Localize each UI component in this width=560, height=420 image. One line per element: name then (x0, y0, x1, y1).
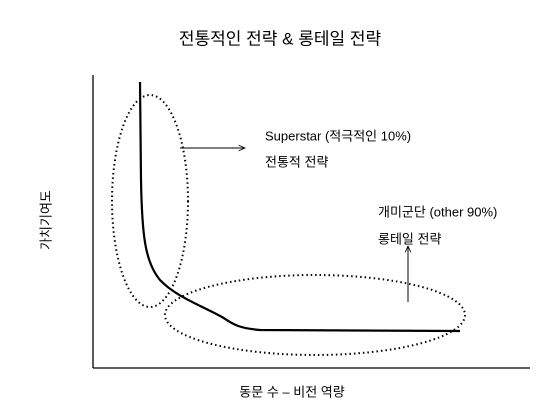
annotation-strategy: 롱테일 전략 (378, 231, 441, 246)
superstar-region (111, 94, 189, 308)
annotation-heading: Superstar (적극적인 10%) (265, 128, 411, 143)
annotation-strategy: 전통적 전략 (265, 154, 328, 169)
long-tail-region (164, 274, 466, 356)
annotation-heading: 개미군단 (other 90%) (378, 204, 497, 219)
long-tail-curve (138, 81, 461, 333)
title: 전통적인 전략 & 롱테일 전략 (179, 29, 382, 48)
y-axis-label: 가치기여도 (38, 190, 53, 250)
x-axis-label: 동문 수 – 비전 역량 (239, 384, 344, 399)
